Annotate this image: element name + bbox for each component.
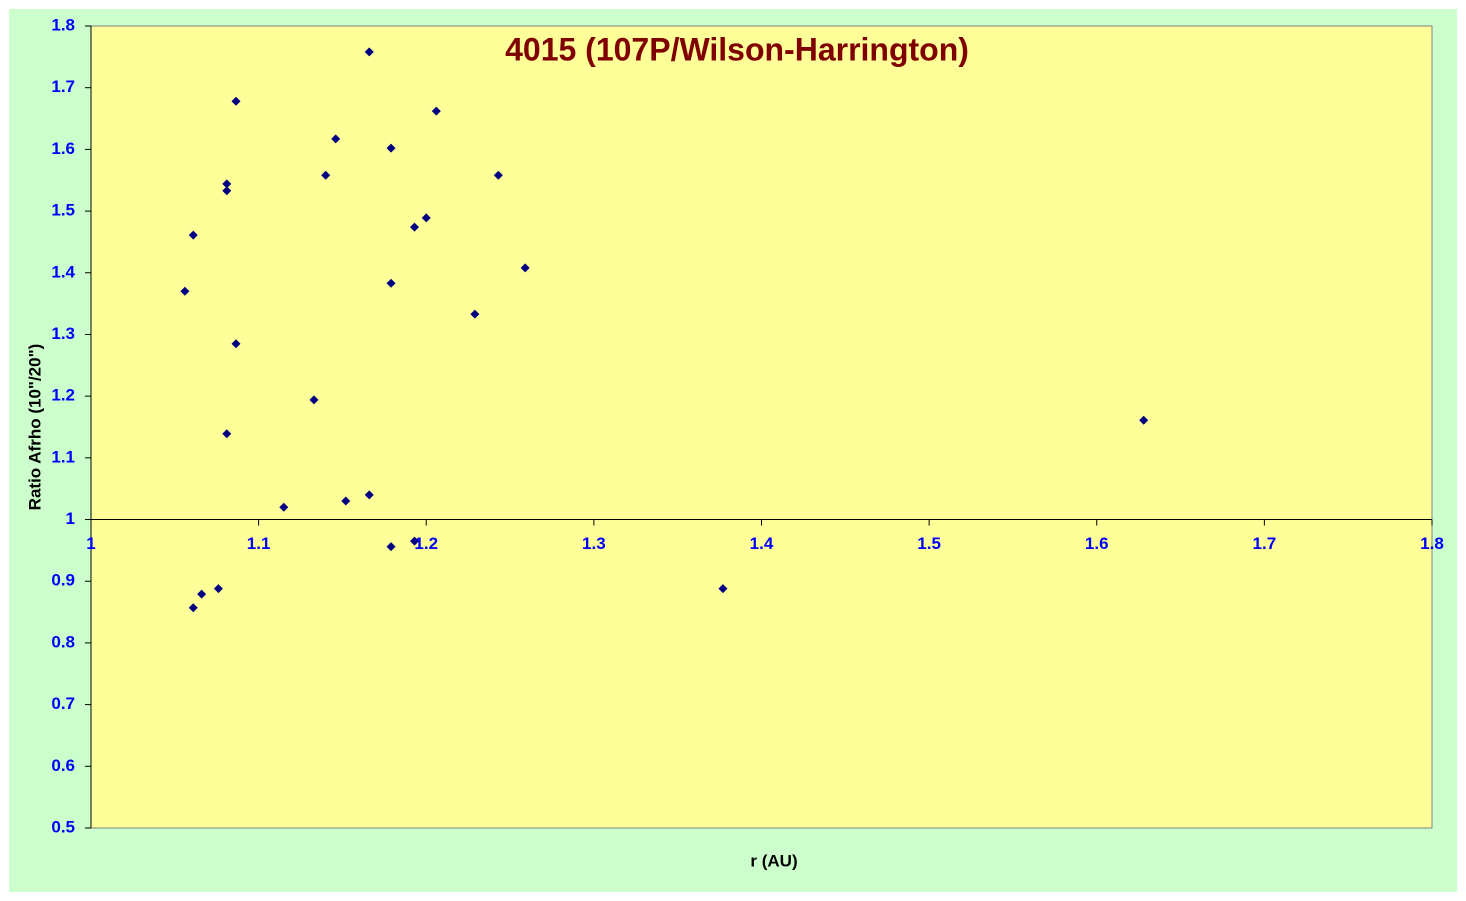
data-point — [188, 603, 198, 613]
y-tick-label: 0.8 — [51, 632, 75, 651]
data-point — [410, 536, 420, 546]
data-point — [341, 496, 351, 506]
data-point — [188, 230, 198, 240]
y-tick-label: 1.1 — [51, 447, 75, 466]
data-point — [222, 186, 232, 196]
x-tick-label: 1.2 — [414, 534, 438, 553]
data-point — [386, 542, 396, 552]
x-tick-label: 1.6 — [1085, 534, 1109, 553]
data-point — [222, 429, 232, 439]
x-axis-label: r (AU) — [750, 851, 797, 870]
data-point — [718, 584, 728, 594]
data-point — [520, 263, 530, 273]
data-point — [364, 490, 374, 500]
data-point — [493, 170, 503, 180]
data-point — [197, 589, 207, 599]
chart-title: 4015 (107P/Wilson-Harrington) — [505, 31, 969, 67]
y-tick-label: 0.9 — [51, 571, 75, 590]
x-tick-label: 1.7 — [1253, 534, 1277, 553]
y-tick-label: 1.2 — [51, 386, 75, 405]
y-tick-label: 1.4 — [51, 262, 75, 281]
data-point — [386, 143, 396, 153]
y-tick-label: 1.5 — [51, 201, 75, 220]
data-point — [279, 502, 289, 512]
data-point — [231, 96, 241, 106]
data-point — [231, 339, 241, 349]
y-tick-label: 1 — [66, 509, 75, 528]
data-point — [331, 134, 341, 144]
x-tick-label: 1.1 — [247, 534, 271, 553]
x-tick-label: 1.8 — [1420, 534, 1444, 553]
data-point — [321, 170, 331, 180]
data-point — [180, 286, 190, 296]
x-tick-label: 1.4 — [750, 534, 774, 553]
y-axis-label: Ratio Afrho (10"/20") — [25, 344, 44, 511]
y-tick-label: 1.8 — [51, 15, 75, 34]
data-point — [431, 106, 441, 116]
data-point — [364, 47, 374, 57]
x-tick-label: 1.3 — [582, 534, 606, 553]
data-point — [410, 222, 420, 232]
data-point — [421, 213, 431, 223]
y-tick-label: 0.5 — [51, 817, 75, 836]
data-point — [213, 584, 223, 594]
data-point — [1139, 415, 1149, 425]
y-tick-label: 1.7 — [51, 77, 75, 96]
y-tick-label: 0.7 — [51, 694, 75, 713]
plot-area — [90, 25, 1433, 829]
y-tick-label: 1.3 — [51, 324, 75, 343]
y-tick-label: 0.6 — [51, 756, 75, 775]
data-point — [470, 309, 480, 319]
y-tick-label: 1.6 — [51, 139, 75, 158]
data-point — [309, 395, 319, 405]
data-point — [222, 179, 232, 189]
x-tick-label: 1.5 — [917, 534, 941, 553]
x-tick-label: 1 — [86, 534, 95, 553]
data-point — [386, 278, 396, 288]
